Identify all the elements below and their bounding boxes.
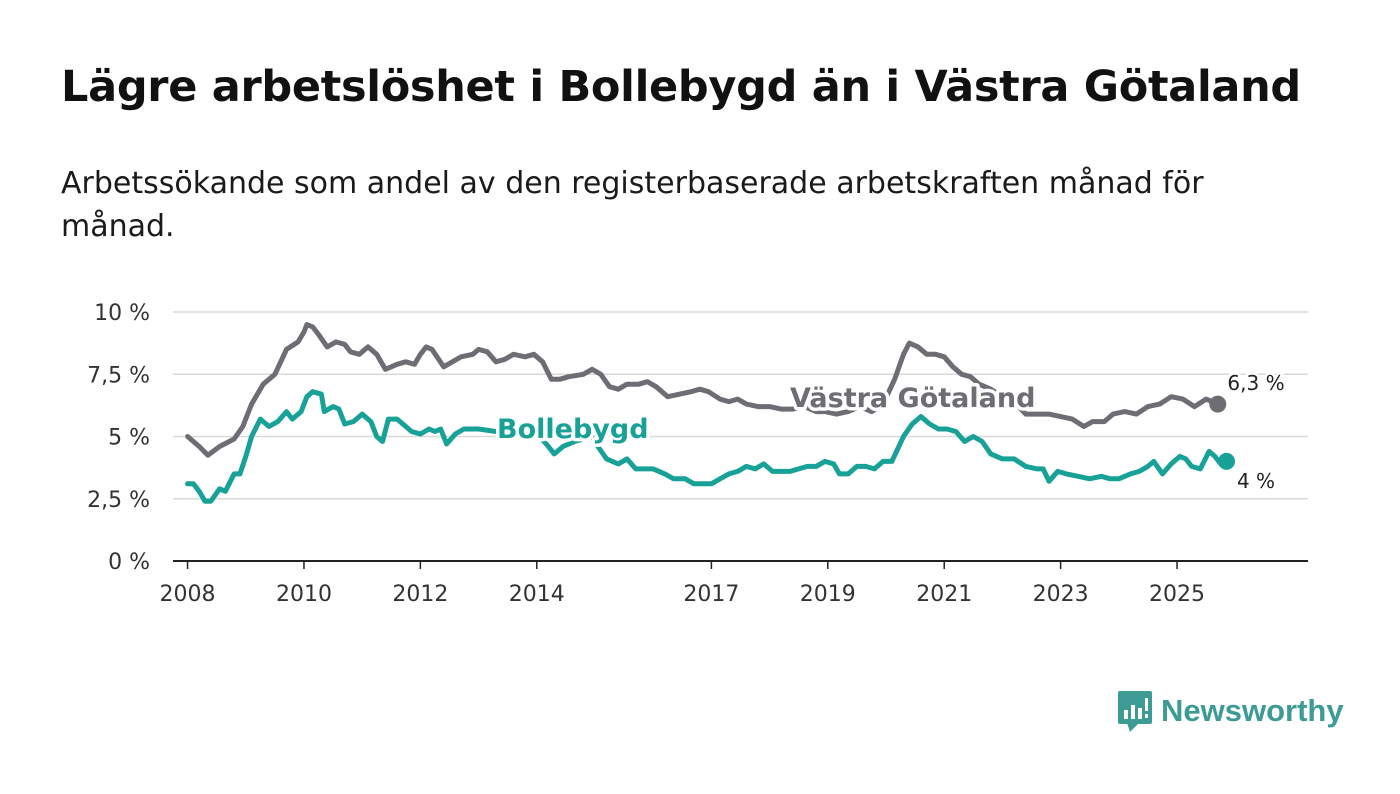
end-marker [1209,395,1227,413]
series-line-vastra-gotaland [185,322,1221,458]
y-tick-label: 2,5 % [87,488,150,513]
series-label: Bollebygd [497,414,649,445]
y-tick-label: 7,5 % [87,363,150,388]
x-tick-label: 2010 [276,582,332,607]
x-tick-label: 2021 [916,582,972,607]
end-value-label: 6,3 % [1227,371,1284,395]
x-tick-label: 2012 [392,582,448,607]
y-tick-label: 10 % [94,301,150,326]
y-tick-label: 0 % [108,550,150,575]
y-tick-label: 5 % [108,426,150,451]
x-tick-label: 2019 [800,582,856,607]
chart-title: Lägre arbetslöshet i Bollebygd än i Väst… [61,62,1301,112]
x-tick-label: 2008 [160,582,216,607]
chart-subtitle: Arbetssökande som andel av den registerb… [61,166,1204,244]
logo-text: Newsworthy [1161,693,1344,728]
x-tick-label: 2025 [1149,582,1205,607]
series-line-bollebygd [185,389,1229,504]
x-tick-label: 2017 [683,582,739,607]
end-marker [1218,452,1236,470]
end-value-label: 4 % [1237,469,1275,493]
x-tick-label: 2023 [1033,582,1089,607]
series-label: Västra Götaland [790,383,1035,414]
chart-bubble-icon [1118,691,1152,732]
newsworthy-logo: Newsworthy [1117,688,1344,734]
x-tick-label: 2014 [509,582,565,607]
